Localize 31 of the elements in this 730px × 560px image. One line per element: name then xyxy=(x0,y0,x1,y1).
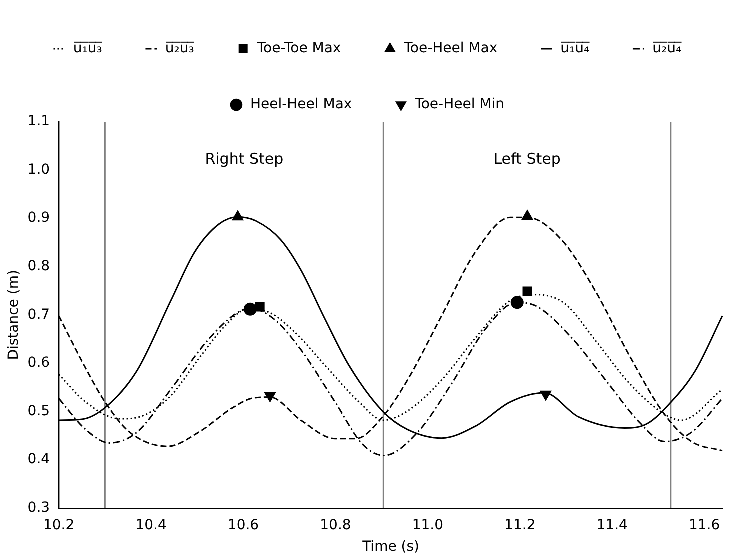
x-tick-label: 11.0 xyxy=(412,517,444,534)
x-tick-label: 10.8 xyxy=(320,517,352,534)
legend-label: Heel-Heel Max xyxy=(250,96,352,113)
y-tick-label: 0.9 xyxy=(28,210,50,226)
legend-label: Toe-Toe Max xyxy=(256,40,342,57)
point xyxy=(264,392,276,402)
y-tick-label: 0.7 xyxy=(28,306,50,323)
legend-label: u̅₁̅u̅₄̅ xyxy=(560,40,591,57)
annotation: Left Step xyxy=(494,150,561,168)
x-tick-label: 10.4 xyxy=(136,517,167,534)
x-tick-label: 10.2 xyxy=(43,517,75,534)
x-tick-label: 11.2 xyxy=(504,517,536,534)
legend-label: Toe-Heel Min xyxy=(414,96,505,113)
x-tick-label: 10.6 xyxy=(228,517,260,534)
annotation: Right Step xyxy=(205,150,284,168)
y-tick-label: 0.3 xyxy=(28,500,50,516)
y-tick-label: 1.0 xyxy=(28,162,50,178)
point xyxy=(522,286,532,296)
legend-label: Toe-Heel Max xyxy=(403,40,498,57)
x-tick-label: 11.4 xyxy=(596,517,628,534)
legend-label: u̅₁̅u̅₃̅ xyxy=(73,40,104,57)
y-tick-label: 1.1 xyxy=(28,114,50,130)
x-axis-title: Time (s) xyxy=(362,539,420,556)
y-tick-label: 0.8 xyxy=(28,258,50,275)
legend-label: u̅₂̅u̅₃̅ xyxy=(165,40,196,57)
y-tick-label: 0.4 xyxy=(28,452,50,468)
y-tick-label: 0.5 xyxy=(28,403,50,420)
x-tick-label: 11.6 xyxy=(688,517,720,534)
y-axis-title: Distance (m) xyxy=(6,270,22,360)
y-tick-label: 0.6 xyxy=(28,355,50,372)
legend-label: u̅₂̅u̅₄̅ xyxy=(652,40,683,57)
